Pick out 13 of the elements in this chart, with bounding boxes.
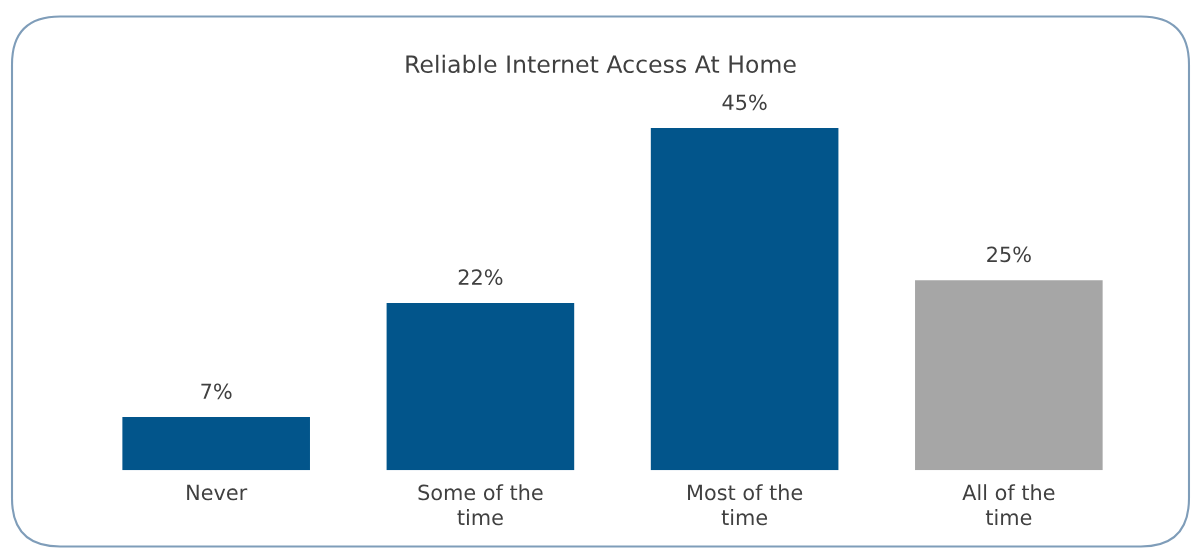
x-tick-label: Never	[187, 484, 248, 501]
chart-title: Reliable Internet Access At Home	[406, 54, 796, 74]
data-label: 45%	[722, 94, 767, 111]
x-tick-label: Most of the time	[688, 484, 803, 526]
bar	[650, 128, 839, 471]
data-label: 25%	[987, 246, 1031, 263]
data-label: 22%	[458, 269, 503, 286]
bar	[915, 280, 1103, 471]
x-tick-label: Some of the time	[418, 484, 543, 526]
bar	[386, 302, 575, 471]
data-label: 7%	[201, 383, 232, 400]
x-tick-label: All of the time	[962, 484, 1055, 526]
bar	[122, 417, 310, 471]
